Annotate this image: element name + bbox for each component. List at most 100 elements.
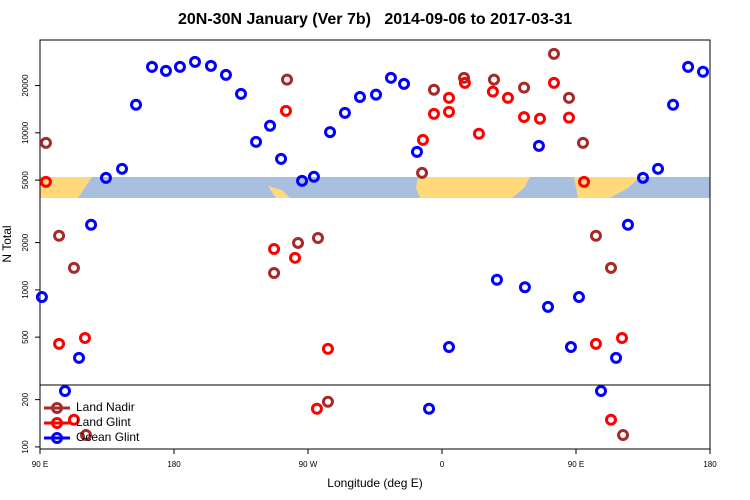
- point: [533, 112, 546, 125]
- point: [617, 429, 630, 442]
- legend-marker: [51, 432, 63, 444]
- x-axis-label: Longitude (deg E): [327, 476, 422, 490]
- point: [572, 291, 585, 304]
- point: [486, 85, 499, 98]
- x-tick-label: 0: [440, 460, 445, 469]
- point: [518, 111, 531, 124]
- point: [589, 337, 602, 350]
- legend-marker: [51, 417, 63, 429]
- point: [616, 331, 629, 344]
- legend-label: Land Nadir: [76, 400, 135, 414]
- point: [67, 261, 80, 274]
- y-tick-label: 100: [21, 440, 30, 454]
- point: [458, 71, 471, 84]
- point: [250, 135, 263, 148]
- point: [338, 106, 351, 119]
- x-tick-label: 90 W: [299, 460, 318, 469]
- point: [204, 59, 217, 72]
- point: [53, 337, 66, 350]
- point: [490, 273, 503, 286]
- point: [85, 218, 98, 231]
- point: [310, 402, 323, 415]
- point: [652, 162, 665, 175]
- point: [604, 413, 617, 426]
- point: [578, 175, 591, 188]
- point: [219, 68, 232, 81]
- point: [416, 133, 429, 146]
- point: [697, 65, 710, 78]
- point: [73, 351, 86, 364]
- point: [621, 218, 634, 231]
- point: [324, 126, 337, 139]
- point: [442, 91, 455, 104]
- point: [307, 170, 320, 183]
- point: [427, 83, 440, 96]
- x-tick-label: 180: [703, 460, 717, 469]
- point: [472, 127, 485, 140]
- y-tick-label: 2000: [21, 233, 30, 251]
- point: [518, 81, 531, 94]
- point: [80, 429, 93, 442]
- point: [423, 402, 436, 415]
- legend-label: Ocean Glint: [76, 430, 140, 444]
- point: [604, 261, 617, 274]
- point: [78, 331, 91, 344]
- point: [682, 60, 695, 73]
- point: [188, 55, 201, 68]
- point: [145, 60, 158, 73]
- legend-label: Land Glint: [76, 415, 131, 429]
- point: [542, 300, 555, 313]
- point: [442, 105, 455, 118]
- point: [532, 139, 545, 152]
- point: [279, 104, 292, 117]
- point: [67, 413, 80, 426]
- point: [39, 175, 52, 188]
- point: [458, 76, 471, 89]
- point: [173, 60, 186, 73]
- map-strip: [40, 177, 710, 198]
- point: [53, 229, 66, 242]
- point: [547, 47, 560, 60]
- y-tick-label: 500: [21, 330, 30, 344]
- point: [59, 385, 72, 398]
- plot-frame: [39, 39, 711, 450]
- x-tick-label: 180: [167, 460, 181, 469]
- point: [487, 73, 500, 86]
- point: [442, 340, 455, 353]
- point: [398, 77, 411, 90]
- point: [563, 111, 576, 124]
- point: [563, 91, 576, 104]
- legend-marker: [51, 402, 63, 414]
- point: [281, 73, 294, 86]
- point: [416, 166, 429, 179]
- point: [289, 251, 302, 264]
- x-tick-label: 90 E: [32, 460, 48, 469]
- point: [501, 91, 514, 104]
- point: [235, 87, 247, 100]
- chart-title: 20N-30N January (Ver 7b) 2014-09-06 to 2…: [178, 11, 572, 28]
- point: [518, 281, 531, 294]
- point: [35, 291, 48, 304]
- point: [296, 174, 309, 187]
- point: [427, 107, 440, 120]
- point: [321, 395, 334, 408]
- point: [410, 145, 423, 158]
- y-axis-label: N Total: [0, 225, 14, 262]
- point: [268, 267, 281, 280]
- point: [576, 136, 589, 149]
- point: [116, 162, 129, 175]
- y-tick-label: 5000: [21, 171, 30, 189]
- point: [667, 98, 680, 111]
- point: [159, 64, 172, 77]
- point: [547, 76, 560, 89]
- x-tick-label: 90 E: [568, 460, 584, 469]
- point: [275, 152, 288, 165]
- y-tick-label: 20000: [21, 74, 30, 97]
- y-tick-label: 10000: [21, 121, 30, 144]
- point: [595, 385, 608, 398]
- point: [589, 229, 602, 242]
- y-tick-label: 200: [21, 392, 30, 406]
- point: [353, 91, 366, 104]
- point: [637, 171, 649, 184]
